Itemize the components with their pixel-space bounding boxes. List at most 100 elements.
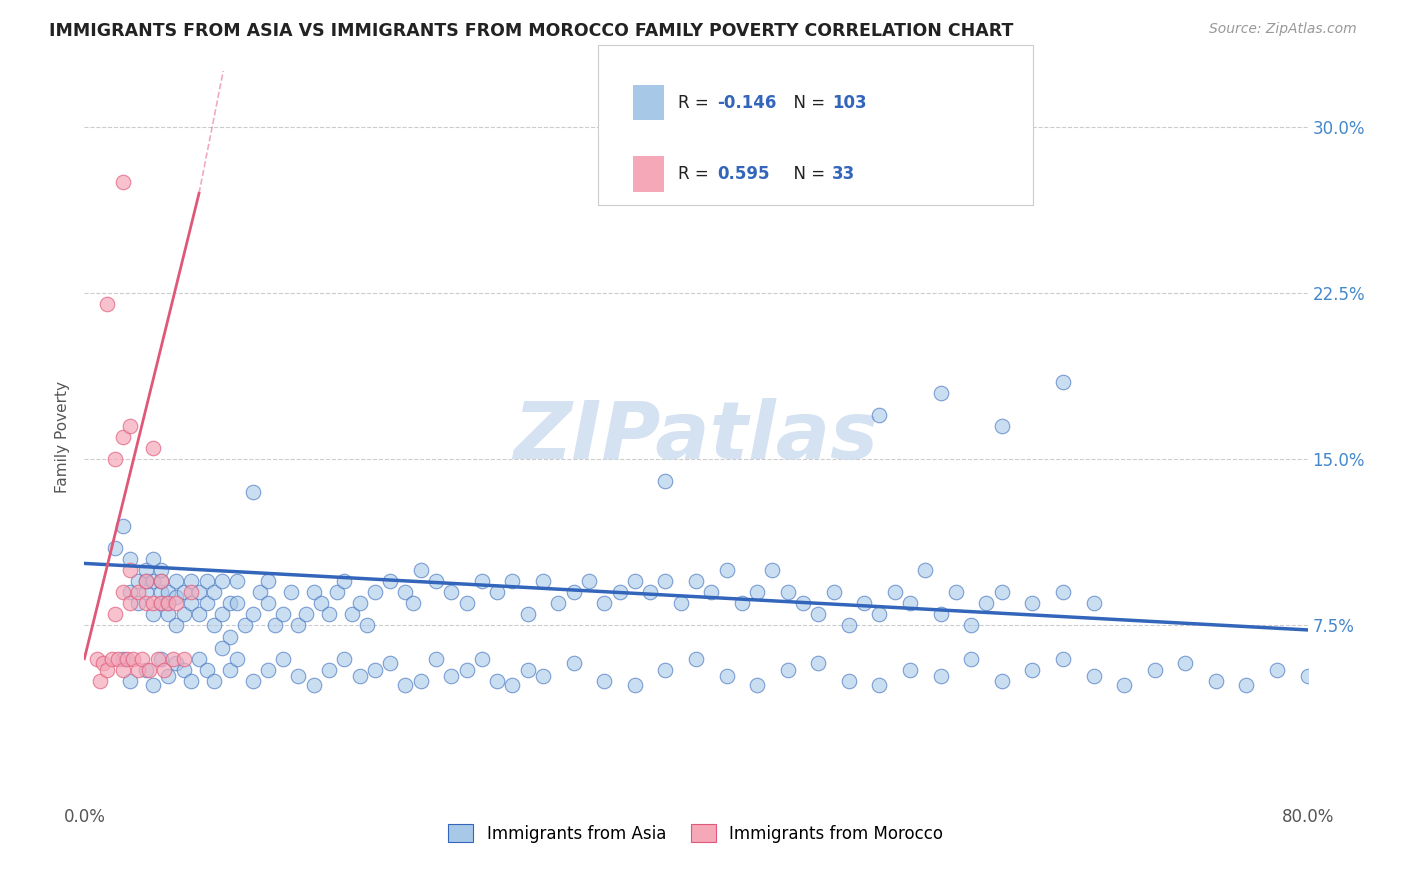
Point	[157, 585, 180, 599]
Point	[165, 574, 187, 589]
Point	[165, 590, 187, 604]
Point	[111, 175, 134, 189]
Point	[242, 607, 264, 622]
Point	[654, 663, 676, 677]
Point	[731, 596, 754, 610]
Point	[180, 585, 202, 599]
Point	[211, 640, 233, 655]
Point	[111, 585, 134, 599]
Text: 103: 103	[832, 94, 868, 112]
Point	[149, 596, 172, 610]
Point	[929, 669, 952, 683]
Point	[188, 585, 211, 599]
Point	[669, 596, 692, 610]
Point	[173, 663, 195, 677]
Point	[122, 651, 145, 665]
Point	[318, 663, 340, 677]
Point	[165, 656, 187, 670]
Point	[107, 651, 129, 665]
Point	[945, 585, 967, 599]
Point	[869, 678, 891, 692]
Point	[180, 574, 202, 589]
Point	[311, 596, 333, 610]
Point	[104, 541, 127, 555]
Point	[142, 678, 165, 692]
Point	[747, 585, 769, 599]
Point	[89, 673, 111, 688]
Point	[624, 678, 647, 692]
Point	[302, 678, 325, 692]
Point	[120, 552, 142, 566]
Point	[173, 585, 195, 599]
Point	[991, 585, 1014, 599]
Point	[120, 673, 142, 688]
Point	[249, 585, 271, 599]
Point	[149, 574, 172, 589]
Point	[264, 618, 287, 632]
Point	[380, 574, 402, 589]
Point	[1296, 669, 1319, 683]
Point	[104, 452, 127, 467]
Point	[624, 574, 647, 589]
Point	[333, 574, 356, 589]
Point	[162, 651, 184, 665]
Point	[685, 574, 707, 589]
Point	[149, 596, 172, 610]
Point	[135, 596, 157, 610]
Point	[104, 607, 127, 622]
Point	[1205, 673, 1227, 688]
Point	[218, 596, 240, 610]
Point	[226, 651, 249, 665]
Point	[180, 673, 202, 688]
Point	[883, 585, 905, 599]
Point	[96, 297, 118, 311]
Point	[271, 607, 294, 622]
Point	[135, 574, 157, 589]
Point	[547, 596, 569, 610]
Point	[593, 596, 616, 610]
Point	[1052, 375, 1074, 389]
Point	[792, 596, 814, 610]
Point	[302, 585, 325, 599]
Point	[195, 596, 218, 610]
Point	[202, 673, 225, 688]
Text: R =: R =	[678, 165, 714, 183]
Point	[202, 585, 225, 599]
Point	[486, 585, 509, 599]
Point	[157, 669, 180, 683]
Point	[157, 596, 180, 610]
Point	[142, 574, 165, 589]
Point	[869, 408, 891, 422]
Point	[716, 563, 738, 577]
Point	[242, 673, 264, 688]
Point	[425, 574, 447, 589]
Point	[716, 669, 738, 683]
Point	[127, 585, 149, 599]
Point	[257, 663, 280, 677]
Point	[142, 596, 165, 610]
Point	[991, 673, 1014, 688]
Point	[165, 618, 187, 632]
Point	[486, 673, 509, 688]
Point	[127, 663, 149, 677]
Point	[127, 574, 149, 589]
Point	[638, 585, 661, 599]
Point	[502, 678, 524, 692]
Point	[1143, 663, 1166, 677]
Text: N =: N =	[783, 165, 831, 183]
Point	[531, 574, 554, 589]
Point	[157, 596, 180, 610]
Point	[807, 607, 830, 622]
Point	[394, 585, 416, 599]
Point	[111, 430, 134, 444]
Point	[456, 663, 478, 677]
Legend: Immigrants from Asia, Immigrants from Morocco: Immigrants from Asia, Immigrants from Mo…	[441, 818, 950, 849]
Point	[146, 651, 169, 665]
Point	[226, 596, 249, 610]
Point	[1265, 663, 1288, 677]
Point	[325, 585, 347, 599]
Point	[838, 618, 860, 632]
Point	[1021, 596, 1043, 610]
Point	[349, 596, 371, 610]
Point	[149, 651, 172, 665]
